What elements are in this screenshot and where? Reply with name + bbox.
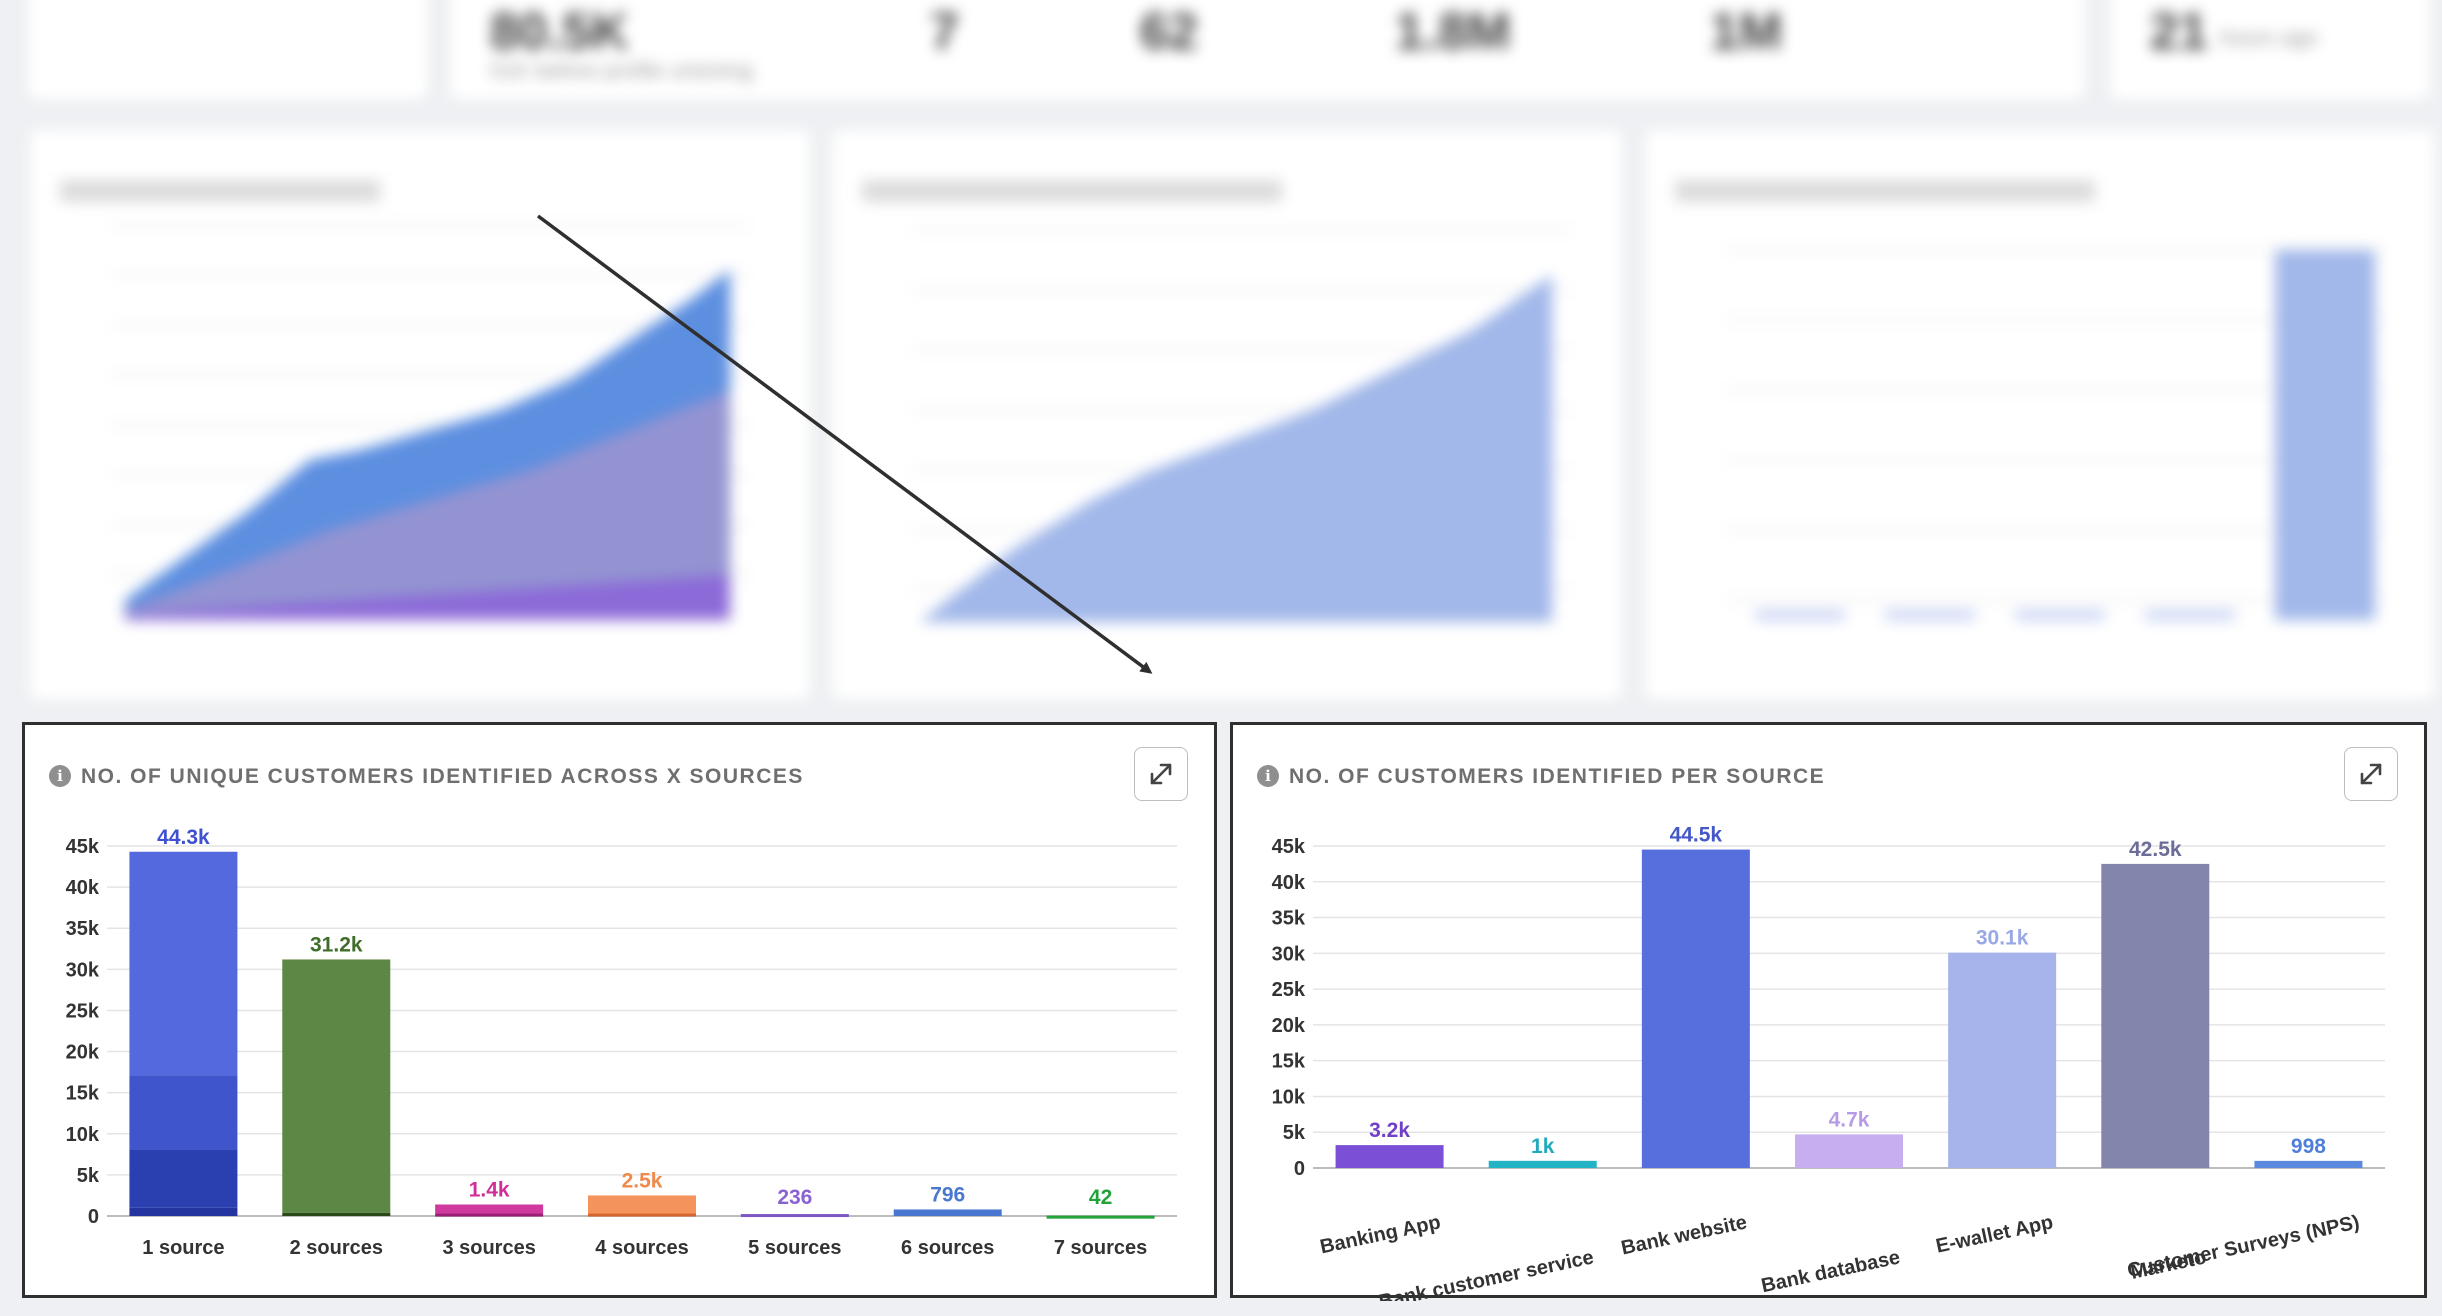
data-label: 42: [1089, 1186, 1112, 1209]
bar-segment: [282, 1212, 391, 1216]
bar-segment: [1046, 1215, 1155, 1219]
bar-segment: [129, 851, 238, 1076]
blurred-area-chart-1: [60, 180, 750, 620]
x-tick-label: Bank website: [1619, 1211, 1749, 1259]
blurred-area-chart-2: [862, 180, 1572, 622]
y-tick-label: 40k: [66, 877, 100, 899]
y-tick-label: 10k: [66, 1124, 100, 1146]
y-tick-label: 45k: [1272, 836, 1306, 858]
data-label: 31.2k: [310, 933, 363, 956]
bar-segment: [129, 1149, 238, 1208]
bar-segment: [129, 1207, 238, 1216]
blurred-card-identified: [832, 130, 1622, 700]
data-label: 998: [2291, 1135, 2326, 1158]
bar: [1948, 952, 2057, 1168]
y-tick-label: 5k: [1283, 1122, 1306, 1144]
x-tick-label: Banking App: [1318, 1211, 1442, 1258]
blurred-bar-chart: [1675, 180, 2385, 620]
bar-segment: [129, 1075, 238, 1150]
data-label: 3.2k: [1369, 1119, 1410, 1142]
x-tick-label: 4 sources: [595, 1237, 688, 1259]
bar-segment: [435, 1213, 544, 1217]
bar: [1488, 1160, 1597, 1168]
blurred-card-attributes: [1645, 130, 2435, 700]
y-tick-label: 30k: [66, 959, 100, 981]
bar: [2101, 863, 2210, 1168]
bar-segment: [282, 959, 391, 1213]
bar-segment: [435, 1204, 544, 1214]
bar: [1641, 849, 1750, 1168]
y-tick-label: 20k: [66, 1042, 100, 1064]
kpi-card-last: 21 hours ago: [2110, 0, 2430, 100]
bar: [1795, 1134, 1903, 1168]
kpi-card-1: [28, 0, 428, 100]
expand-icon: [2360, 763, 2382, 785]
customers-per-source-bar-chart: 0 5k 10k 15k 20k 25k 30k 35k 40k 45k 3.2k Banking A…: [1272, 824, 2385, 1301]
expand-icon: [1150, 763, 1172, 785]
x-tick-label: 7 sources: [1054, 1237, 1147, 1259]
info-icon[interactable]: i: [49, 765, 71, 787]
data-label: 44.5k: [1670, 824, 1723, 847]
y-tick-label: 5k: [77, 1165, 100, 1187]
y-tick-label: 15k: [66, 1083, 100, 1105]
x-tick-label: 5 sources: [748, 1237, 841, 1259]
data-label: 42.5k: [2129, 838, 2182, 861]
y-tick-label: 25k: [1272, 979, 1306, 1001]
bar-segment: [893, 1209, 1002, 1216]
y-tick-label: 10k: [1272, 1086, 1306, 1108]
expand-button[interactable]: [2344, 747, 2398, 801]
kpi-value-5: 1M: [1710, 3, 1783, 61]
unique-customers-bar-chart: 0 5k 10k 15k 20k 25k 30k 35k 40k 45k 44.3k 1 source…: [66, 826, 1177, 1259]
x-tick-label: Bank customer service: [1377, 1246, 1596, 1301]
x-tick-label: Customer Surveys (NPS): [2125, 1211, 2361, 1282]
kpi-value-4: 1.8M: [1395, 3, 1511, 61]
data-label: 796: [930, 1183, 965, 1206]
y-tick-label: 45k: [66, 836, 100, 858]
x-tick-label: 6 sources: [901, 1237, 994, 1259]
data-label: 4.7k: [1829, 1108, 1870, 1131]
data-label: 30.1k: [1976, 927, 2029, 950]
x-tick-label: 2 sources: [290, 1237, 383, 1259]
x-tick-label: 1 source: [142, 1237, 224, 1259]
kpi-sub-6: hours ago: [2220, 25, 2318, 50]
bar-segment: [588, 1195, 696, 1214]
kpi-value-2: 7: [930, 3, 959, 61]
data-label: 1.4k: [469, 1178, 510, 1201]
kpi-sub-1: 51K before profile unioning: [490, 58, 753, 83]
bar: [1335, 1145, 1444, 1168]
bar-segment: [588, 1213, 696, 1217]
bar: [2254, 1160, 2363, 1168]
kpi-value-3: 62: [1140, 3, 1198, 61]
y-tick-label: 25k: [66, 1000, 100, 1022]
y-tick-label: 0: [1294, 1158, 1305, 1180]
expand-button[interactable]: [1134, 747, 1188, 801]
info-icon[interactable]: i: [1257, 765, 1279, 787]
blurred-card-events: [30, 130, 810, 700]
y-tick-label: 30k: [1272, 943, 1306, 965]
y-tick-label: 35k: [66, 918, 100, 940]
x-tick-label: 3 sources: [442, 1237, 535, 1259]
y-tick-label: 0: [88, 1206, 99, 1228]
kpi-value-6: 21: [2150, 3, 2208, 61]
x-tick-label: Bank database: [1759, 1246, 1902, 1297]
y-tick-label: 40k: [1272, 872, 1306, 894]
data-label: 1k: [1531, 1135, 1555, 1158]
y-tick-label: 35k: [1272, 908, 1306, 930]
kpi-strip: 80.5K 51K before profile unioning 7 62 1…: [450, 0, 2085, 100]
data-label: 44.3k: [157, 826, 210, 849]
y-tick-label: 20k: [1272, 1015, 1306, 1037]
kpi-value-1: 80.5K: [490, 3, 629, 61]
blurred-background-dashboard: 80.5K 51K before profile unioning 7 62 1…: [28, 0, 2435, 700]
data-label: 2.5k: [622, 1169, 663, 1192]
x-tick-label: E-wallet App: [1934, 1211, 2055, 1257]
y-tick-label: 15k: [1272, 1051, 1306, 1073]
bar-segment: [740, 1214, 849, 1218]
data-label: 236: [777, 1186, 812, 1209]
